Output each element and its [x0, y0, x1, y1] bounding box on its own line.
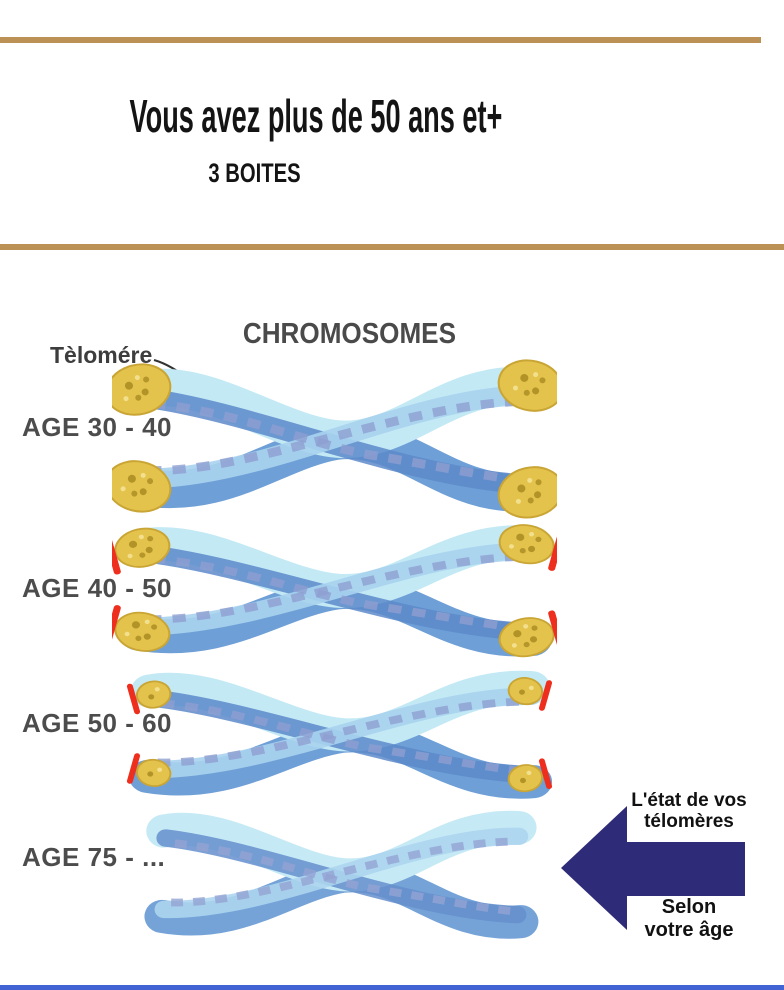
- top-divider-line: [0, 37, 761, 43]
- arrow-label-top: L'état de vos télomères: [608, 790, 770, 832]
- page-title-text: Vous avez plus de 50 ans et+: [129, 90, 503, 142]
- diagram-title: CHROMOSOMES: [242, 318, 456, 350]
- arrow-label-bottom-line1: Selon: [661, 896, 717, 918]
- telomere-label: Tèlomére: [50, 342, 153, 368]
- age-label-40-50: AGE 40 - 50: [22, 573, 173, 603]
- age-label-75: AGE 75 - ...: [22, 842, 166, 872]
- chromosome-age-75: [138, 798, 543, 946]
- chromosome-age-30-40: [112, 352, 557, 520]
- page-subtitle: 3 BOITES: [0, 156, 510, 190]
- chromosome-age-50-60: [122, 658, 557, 806]
- page-title: Vous avez plus de 50 ans et+: [0, 90, 510, 142]
- arrow-label-top-line2: télomères: [644, 811, 734, 832]
- age-label-30-40: AGE 30 - 40: [22, 412, 173, 442]
- arrow-label-top-line1: L'état de vos: [631, 790, 747, 811]
- age-label-50-60: AGE 50 - 60: [22, 708, 173, 738]
- arrow-label-bottom-line2: votre âge: [644, 919, 734, 941]
- page-subtitle-text: 3 BOITES: [208, 158, 302, 188]
- left-arrow-icon: [561, 806, 745, 930]
- arrow-label-bottom: Selon votre âge: [618, 896, 760, 942]
- bottom-divider-line: [0, 985, 784, 990]
- chromosome-age-40-50: [112, 512, 557, 664]
- middle-divider-line: [0, 244, 784, 250]
